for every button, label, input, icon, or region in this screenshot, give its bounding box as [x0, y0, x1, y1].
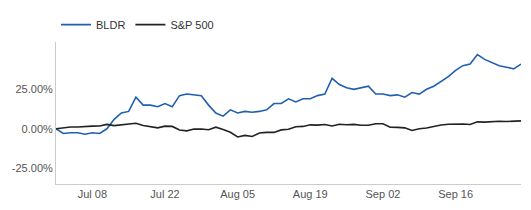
svg-text:Aug 05: Aug 05	[220, 188, 255, 200]
svg-text:Aug 19: Aug 19	[293, 188, 328, 200]
svg-text:S&P 500: S&P 500	[170, 19, 213, 31]
svg-text:Jul 08: Jul 08	[78, 188, 107, 200]
svg-text:Jul 22: Jul 22	[150, 188, 179, 200]
svg-text:Sep 16: Sep 16	[438, 188, 473, 200]
svg-text:BLDR: BLDR	[96, 19, 125, 31]
svg-text:25.00%: 25.00%	[15, 83, 53, 95]
svg-text:0.00%: 0.00%	[22, 123, 53, 135]
svg-text:Sep 02: Sep 02	[366, 188, 401, 200]
svg-text:-25.00%: -25.00%	[12, 162, 53, 174]
